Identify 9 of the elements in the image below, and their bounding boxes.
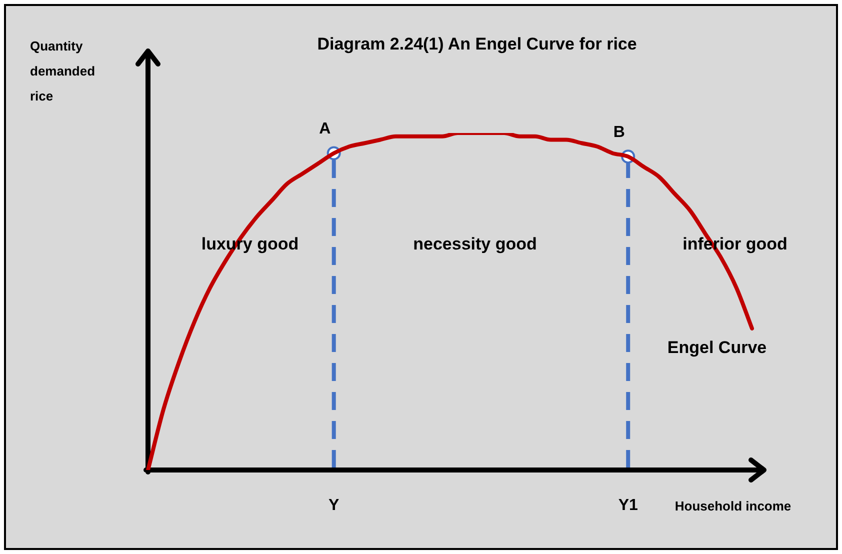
- annotation: B: [613, 124, 625, 141]
- annotation: necessity good: [413, 234, 537, 254]
- x-axis-title: Household income: [674, 498, 792, 514]
- series-label: Engel Curve: [667, 338, 767, 358]
- y-axis-title: Quantity demanded rice: [30, 38, 96, 104]
- chart-title: Diagram 2.24(1) An Engel Curve for rice: [317, 34, 637, 54]
- annotation: A: [319, 120, 332, 138]
- x-tick-label: Y: [328, 497, 340, 514]
- x-tick-label: Y1: [618, 497, 638, 514]
